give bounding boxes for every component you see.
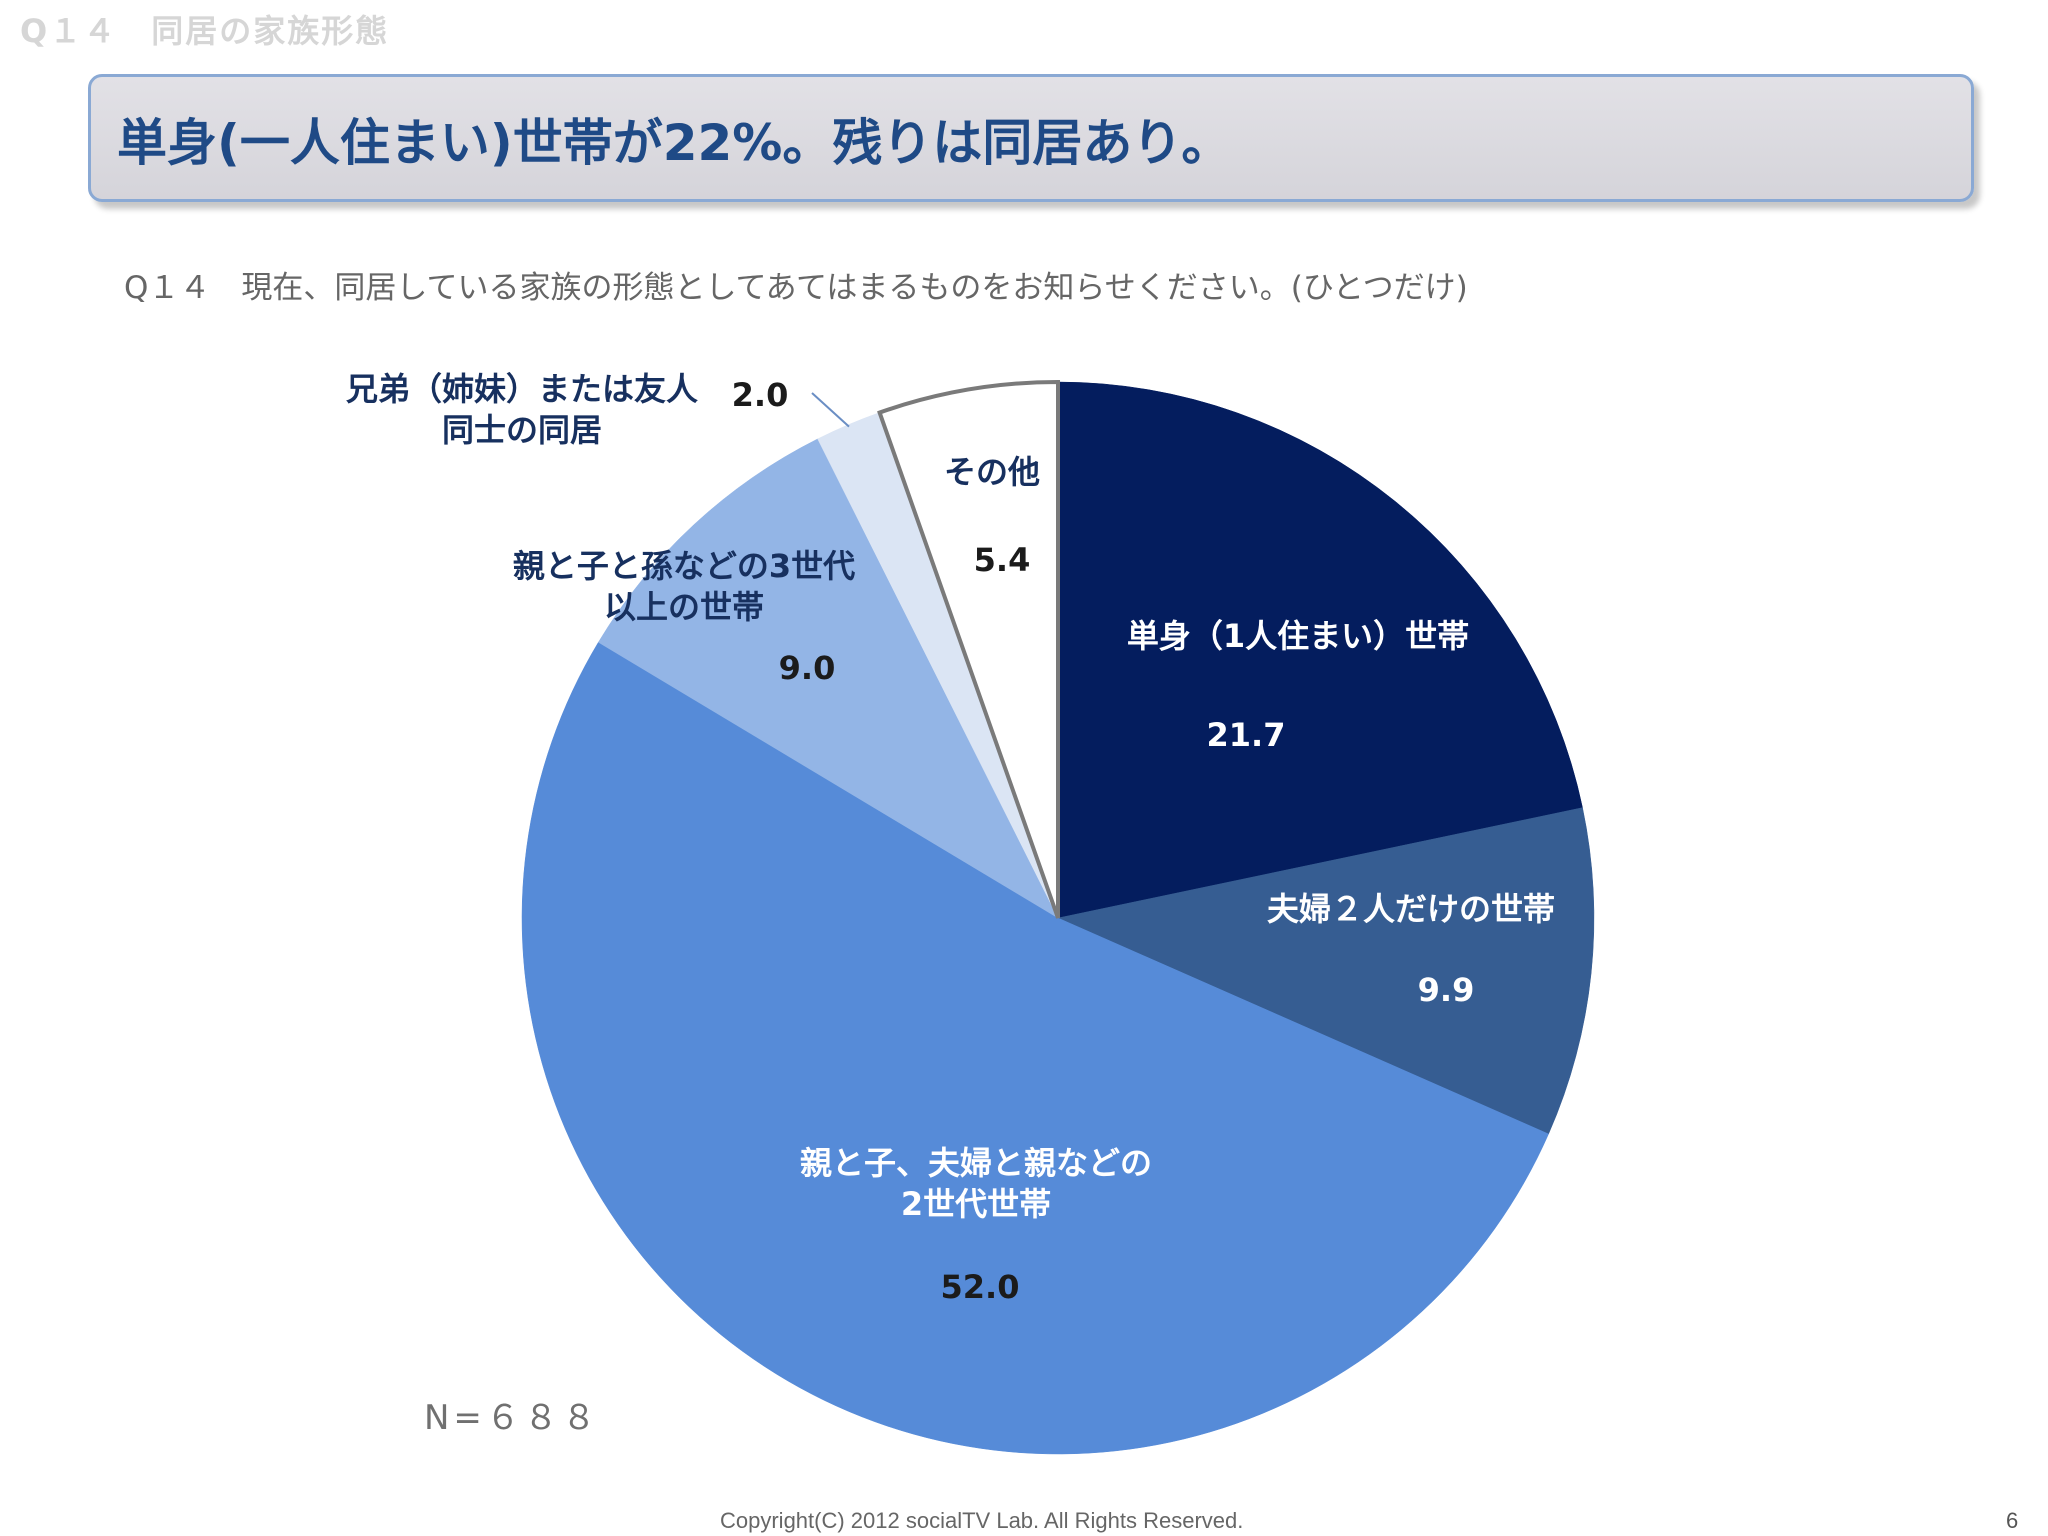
slice-label-three-gen-line2: 以上の世帯 [603, 588, 765, 626]
slice-value-couple: 9.9 [1417, 971, 1475, 1009]
slice-value-two-gen: 52.0 [940, 1268, 1020, 1306]
leader-line-siblings [811, 392, 850, 428]
headline-box: 単身(一人住まい)世帯が22%。残りは同居あり。 [88, 74, 1974, 202]
slice-label-other: その他 [943, 453, 1041, 491]
sample-size: N=６８８ [424, 1398, 600, 1438]
slice-value-single: 21.7 [1206, 716, 1286, 754]
slice-label-siblings-line1: 兄弟（姉妹）または友人 [345, 370, 699, 408]
slice-label-three-gen-line1: 親と子と孫などの3世代 [512, 547, 856, 585]
page-number: 6 [2006, 1508, 2019, 1533]
pie-slice-single [1057, 381, 1583, 919]
section-label: Q１４ 同居の家族形態 [20, 12, 390, 50]
slice-value-other: 5.4 [973, 541, 1031, 579]
slice-label-siblings-line2: 同士の同居 [441, 411, 603, 449]
pie-slice-two-gen [521, 641, 1549, 1455]
slice-label-two-gen-line1: 親と子、夫婦と親などの [799, 1144, 1153, 1182]
slice-value-three-gen: 9.0 [778, 649, 836, 687]
copyright: Copyright(C) 2012 socialTV Lab. All Righ… [720, 1508, 1244, 1533]
pie-slice-couple [1057, 807, 1595, 1135]
slice-label-two-gen-line2: 2世代世帯 [900, 1185, 1052, 1223]
slice-label-single: 単身（1人住まい）世帯 [1126, 617, 1470, 655]
pie-slice-three-gen [598, 438, 1059, 919]
pie-slice-other [877, 379, 1060, 919]
slice-value-siblings: 2.0 [731, 376, 789, 414]
slice-label-couple: 夫婦２人だけの世帯 [1266, 890, 1556, 928]
headline: 単身(一人住まい)世帯が22%。残りは同居あり。 [117, 114, 1232, 172]
question-text: Q１４ 現在、同居している家族の形態としてあてはまるものをお知らせください。(ひ… [124, 270, 1468, 306]
